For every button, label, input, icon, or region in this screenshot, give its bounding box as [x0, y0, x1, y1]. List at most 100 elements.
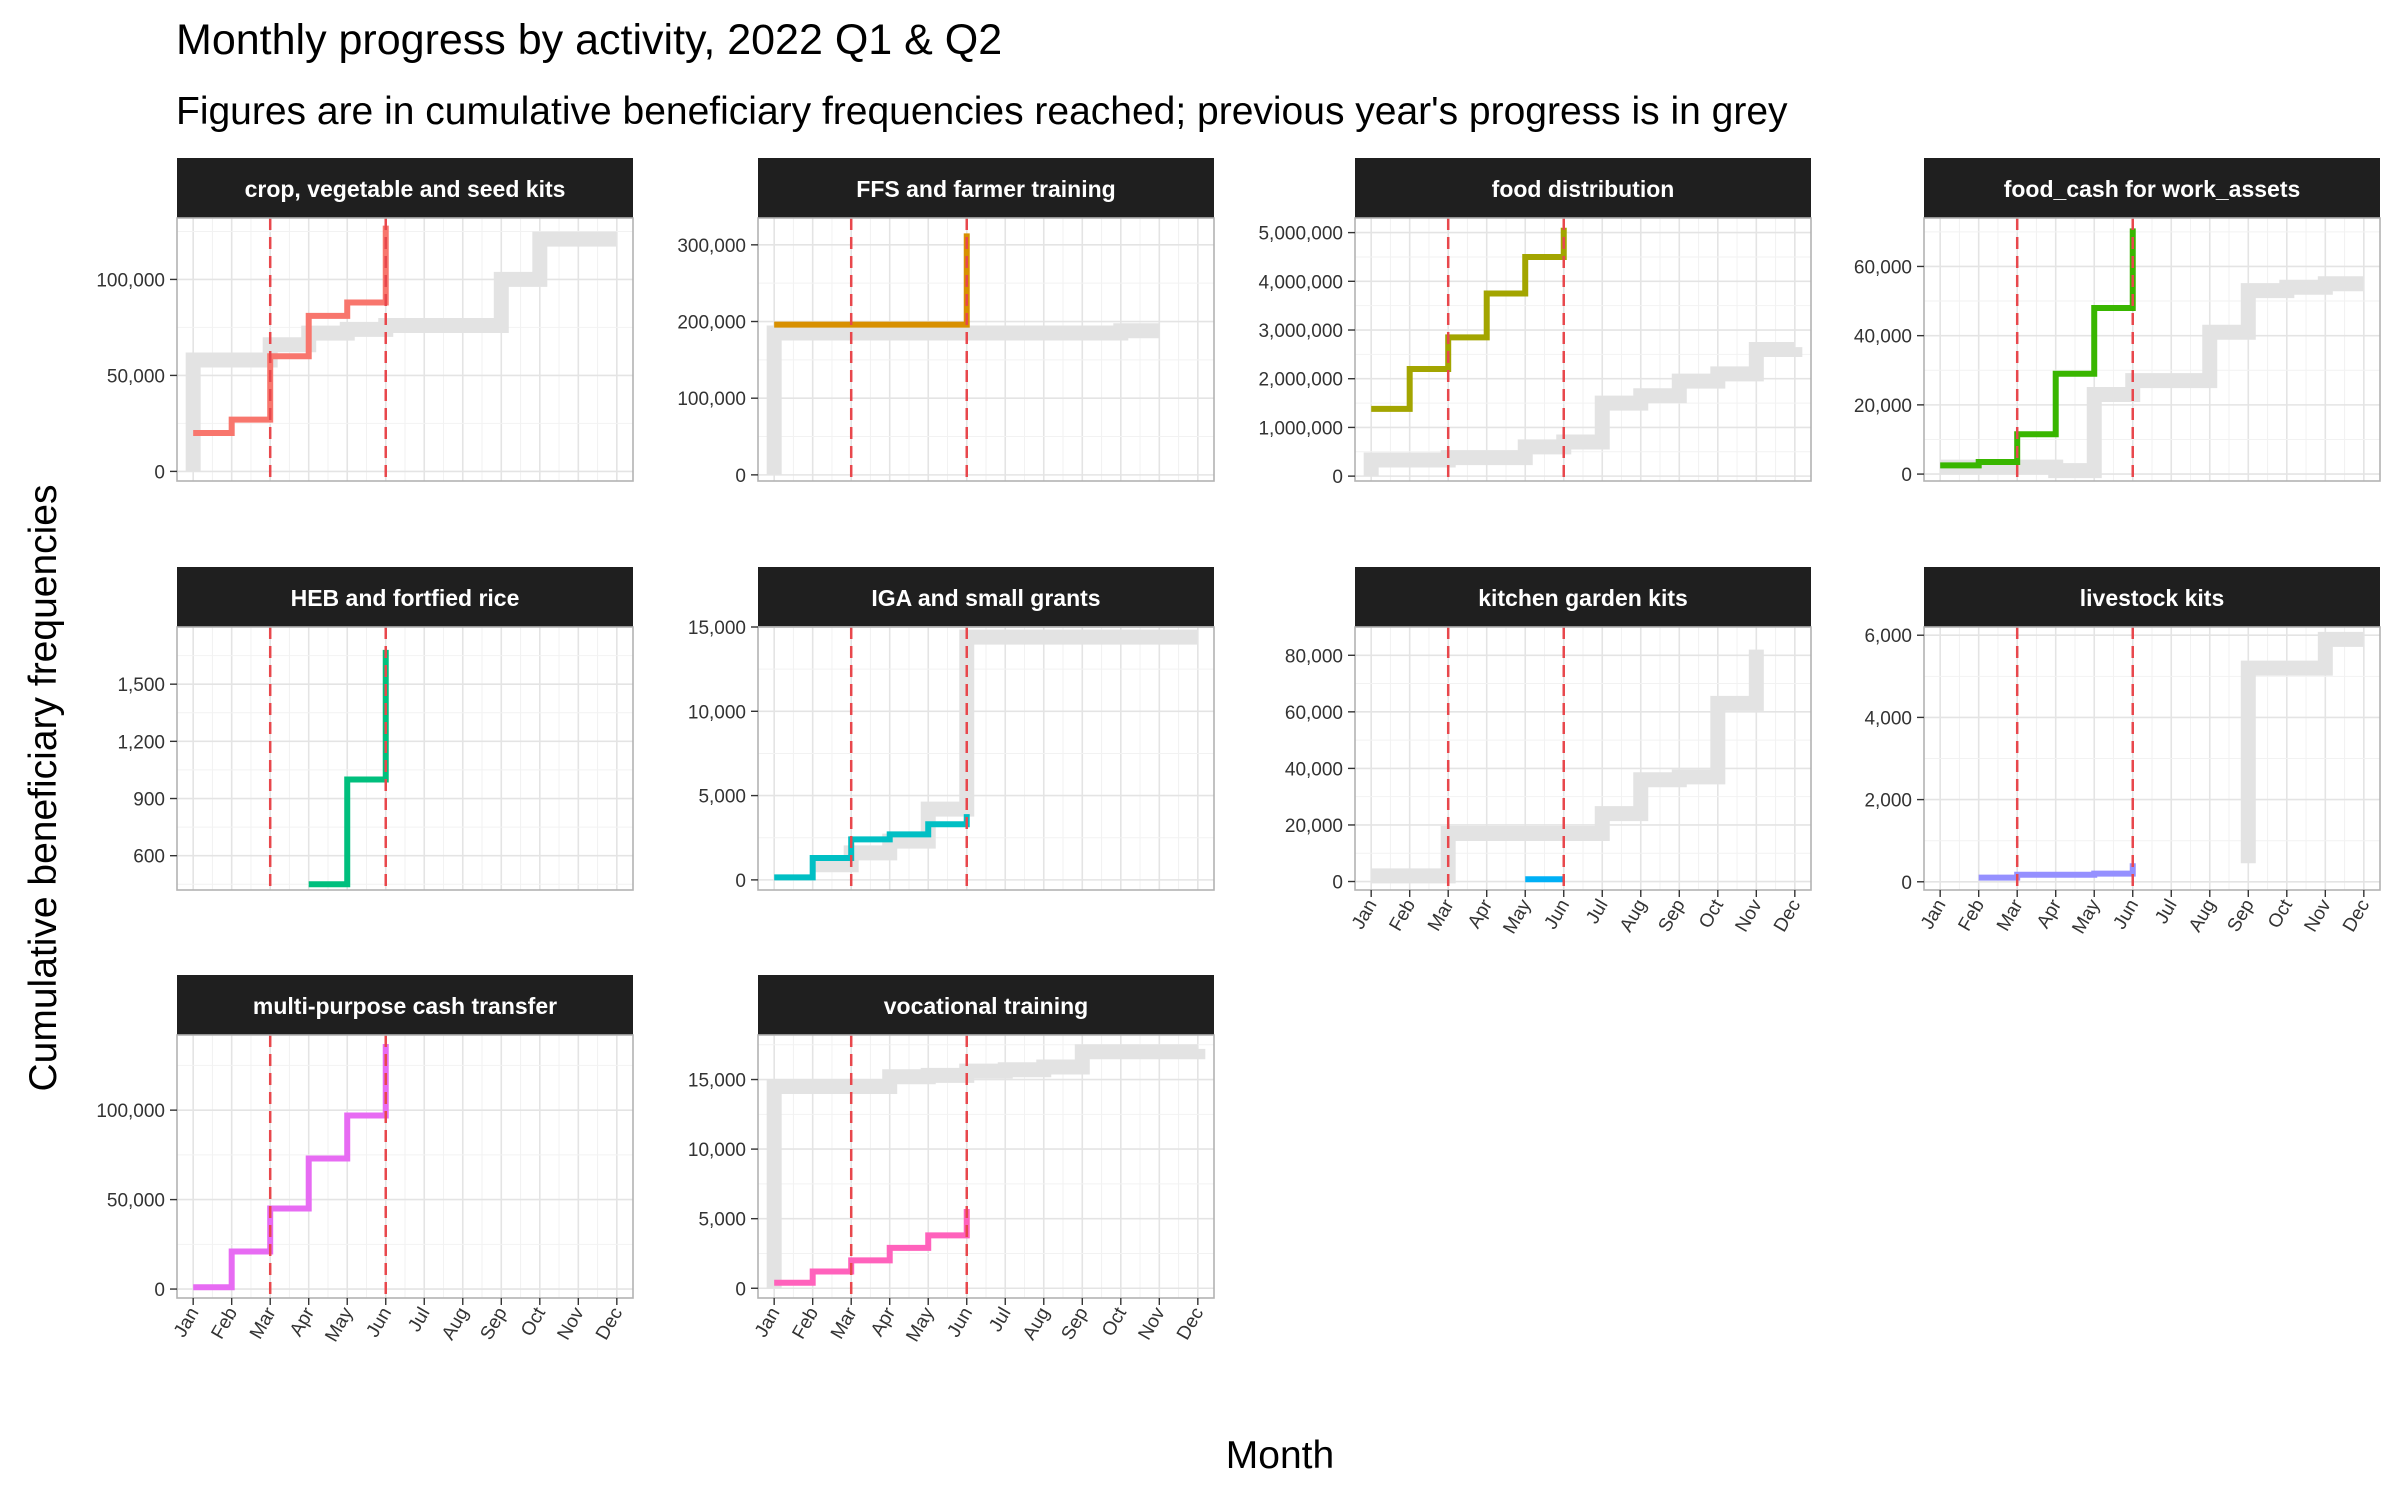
- y-tick-label: 5,000,000: [1258, 224, 1343, 245]
- x-tick-label: May: [321, 1304, 357, 1346]
- x-tick-label: Feb: [1385, 896, 1420, 935]
- x-tick-label: Oct: [2264, 895, 2297, 932]
- y-tick-label: 900: [133, 790, 165, 811]
- facet-title: food_cash for work_assets: [2004, 176, 2301, 202]
- facet-strip: [1924, 567, 2380, 627]
- y-tick-label: 6,000: [1864, 626, 1912, 647]
- x-tick-label: Nov: [1732, 896, 1767, 936]
- panel-border: [176, 626, 634, 891]
- y-tick-label: 4,000: [1864, 708, 1912, 729]
- y-tick-label: 0: [735, 466, 746, 487]
- x-tick-label: Mar: [246, 1303, 281, 1342]
- y-tick-label: 100,000: [96, 1101, 165, 1122]
- facet-title: livestock kits: [2080, 585, 2224, 611]
- y-tick-label: 0: [1332, 467, 1343, 488]
- current-year-line: [1940, 228, 2136, 469]
- x-tick-label: Mar: [1424, 895, 1459, 934]
- y-tick-label: 15,000: [688, 1071, 746, 1092]
- y-tick-label: 1,000,000: [1258, 418, 1343, 439]
- y-tick-label: 0: [1901, 465, 1912, 486]
- x-tick-label: Jun: [363, 1304, 397, 1341]
- x-tick-label: Nov: [1135, 1304, 1170, 1344]
- facet-title: crop, vegetable and seed kits: [245, 176, 566, 202]
- x-tick-label: Sep: [1655, 896, 1690, 936]
- facet-strip: [758, 158, 1214, 218]
- x-tick-label: Apr: [2033, 895, 2066, 932]
- panel-border: [1354, 217, 1812, 482]
- current-year-line: [308, 649, 389, 888]
- x-tick-label: Apr: [286, 1303, 319, 1340]
- facet-title: HEB and fortfied rice: [291, 585, 520, 611]
- x-tick-label: May: [2068, 896, 2104, 938]
- y-tick-label: 5,000: [698, 1210, 746, 1231]
- x-tick-label: Jun: [2110, 896, 2144, 933]
- facet-strip: [177, 975, 633, 1035]
- facet-strip: [1355, 158, 1811, 218]
- facet-strip: [177, 158, 633, 218]
- y-tick-label: 10,000: [688, 1140, 746, 1161]
- y-tick-label: 2,000: [1864, 791, 1912, 812]
- x-tick-label: Dec: [2339, 896, 2374, 936]
- x-tick-label: Nov: [554, 1304, 589, 1344]
- y-tick-label: 60,000: [1854, 257, 1912, 278]
- facet-title: IGA and small grants: [871, 585, 1100, 611]
- facet-panel: crop, vegetable and seed kits 0 50,000 100,…: [96, 158, 634, 483]
- previous-year-line: [1363, 342, 1803, 477]
- y-tick-label: 15,000: [688, 618, 746, 639]
- y-tick-label: 0: [735, 871, 746, 892]
- panel-border: [757, 217, 1215, 482]
- x-axis-title: Month: [1226, 1434, 1334, 1477]
- y-tick-label: 20,000: [1285, 816, 1343, 837]
- x-tick-label: Nov: [2301, 896, 2336, 936]
- facet-panel: IGA and small grants 0 5,000 10,000 15,000: [688, 567, 1215, 892]
- chart-subtitle: Figures are in cumulative beneficiary fr…: [176, 90, 1788, 133]
- x-tick-label: May: [1499, 896, 1535, 938]
- current-year-line: [193, 1043, 389, 1291]
- facet-title: multi-purpose cash transfer: [253, 993, 557, 1019]
- x-tick-label: Mar: [1993, 895, 2028, 934]
- x-tick-label: Jan: [170, 1304, 204, 1341]
- y-tick-label: 0: [1901, 873, 1912, 894]
- panel-border: [176, 217, 634, 482]
- y-tick-label: 600: [133, 847, 165, 868]
- y-tick-label: 40,000: [1854, 327, 1912, 348]
- y-tick-label: 20,000: [1854, 396, 1912, 417]
- facet-strip: [177, 567, 633, 627]
- y-tick-label: 0: [154, 462, 165, 483]
- facet-panel: food distribution 0 1,000,000 2,000,000 3,00…: [1258, 158, 1812, 488]
- facet-title: vocational training: [884, 993, 1088, 1019]
- current-year-line: [193, 225, 389, 437]
- facet-title: FFS and farmer training: [856, 176, 1115, 202]
- x-tick-label: Jan: [751, 1304, 785, 1341]
- x-tick-label: Jun: [944, 1304, 978, 1341]
- x-tick-label: Apr: [1464, 895, 1497, 932]
- x-tick-label: Aug: [2185, 896, 2220, 936]
- y-tick-label: 0: [735, 1279, 746, 1300]
- current-year-line: [774, 814, 970, 881]
- y-tick-label: 300,000: [677, 236, 746, 257]
- facet-panel: vocational training 0 5,000 10,000 15,000 Jan…: [688, 975, 1215, 1346]
- facet-panel: food_cash for work_assets 0 20,000 40,000 60…: [1854, 158, 2381, 486]
- panel-border: [757, 1034, 1215, 1299]
- panel-border: [1923, 217, 2381, 482]
- chart-title: Monthly progress by activity, 2022 Q1 & …: [176, 16, 1002, 64]
- x-tick-label: Aug: [1019, 1304, 1054, 1344]
- current-year-line: [1371, 227, 1567, 412]
- panel-border: [176, 1034, 634, 1299]
- x-tick-label: Dec: [592, 1304, 627, 1344]
- y-tick-label: 1,200: [117, 732, 165, 753]
- y-tick-label: 0: [1332, 873, 1343, 894]
- previous-year-line: [2240, 631, 2364, 864]
- previous-year-line: [1940, 276, 2364, 479]
- x-tick-label: Jul: [404, 1304, 434, 1336]
- x-tick-label: Dec: [1770, 896, 1805, 936]
- x-tick-label: Aug: [438, 1304, 473, 1344]
- x-tick-label: Oct: [1098, 1303, 1131, 1340]
- x-tick-label: Jun: [1541, 896, 1575, 933]
- previous-year-line: [1371, 649, 1764, 884]
- y-tick-label: 200,000: [677, 313, 746, 334]
- x-tick-label: Mar: [827, 1303, 862, 1342]
- previous-year-line: [766, 323, 1160, 475]
